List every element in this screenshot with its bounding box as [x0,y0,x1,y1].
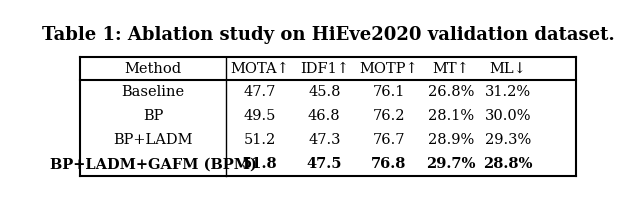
Text: 46.8: 46.8 [308,109,340,123]
Text: 47.3: 47.3 [308,133,340,147]
Text: 29.7%: 29.7% [426,157,476,171]
Text: 47.7: 47.7 [244,86,276,99]
Text: 31.2%: 31.2% [484,86,531,99]
Text: 45.8: 45.8 [308,86,340,99]
Text: 76.8: 76.8 [371,157,406,171]
Text: 51.8: 51.8 [242,157,278,171]
Text: MT↑: MT↑ [433,62,469,75]
Text: 26.8%: 26.8% [428,86,474,99]
Text: Baseline: Baseline [122,86,185,99]
Text: BP+LADM: BP+LADM [113,133,193,147]
Text: 30.0%: 30.0% [484,109,531,123]
Text: Table 1: Ablation study on HiEve2020 validation dataset.: Table 1: Ablation study on HiEve2020 val… [42,26,614,44]
Text: 76.7: 76.7 [372,133,405,147]
Text: IDF1↑: IDF1↑ [300,62,349,75]
Text: 76.2: 76.2 [372,109,405,123]
Text: 28.9%: 28.9% [428,133,474,147]
Text: 28.8%: 28.8% [483,157,532,171]
Text: 76.1: 76.1 [372,86,405,99]
Text: 29.3%: 29.3% [484,133,531,147]
Text: MOTA↑: MOTA↑ [230,62,289,75]
Text: 47.5: 47.5 [307,157,342,171]
Text: 49.5: 49.5 [244,109,276,123]
Text: ML↓: ML↓ [490,62,526,75]
Text: 51.2: 51.2 [244,133,276,147]
Text: 28.1%: 28.1% [428,109,474,123]
Text: MOTP↑: MOTP↑ [360,62,418,75]
Text: BP+LADM+GAFM (BPM): BP+LADM+GAFM (BPM) [50,157,257,171]
Text: Method: Method [125,62,182,75]
Text: BP: BP [143,109,163,123]
